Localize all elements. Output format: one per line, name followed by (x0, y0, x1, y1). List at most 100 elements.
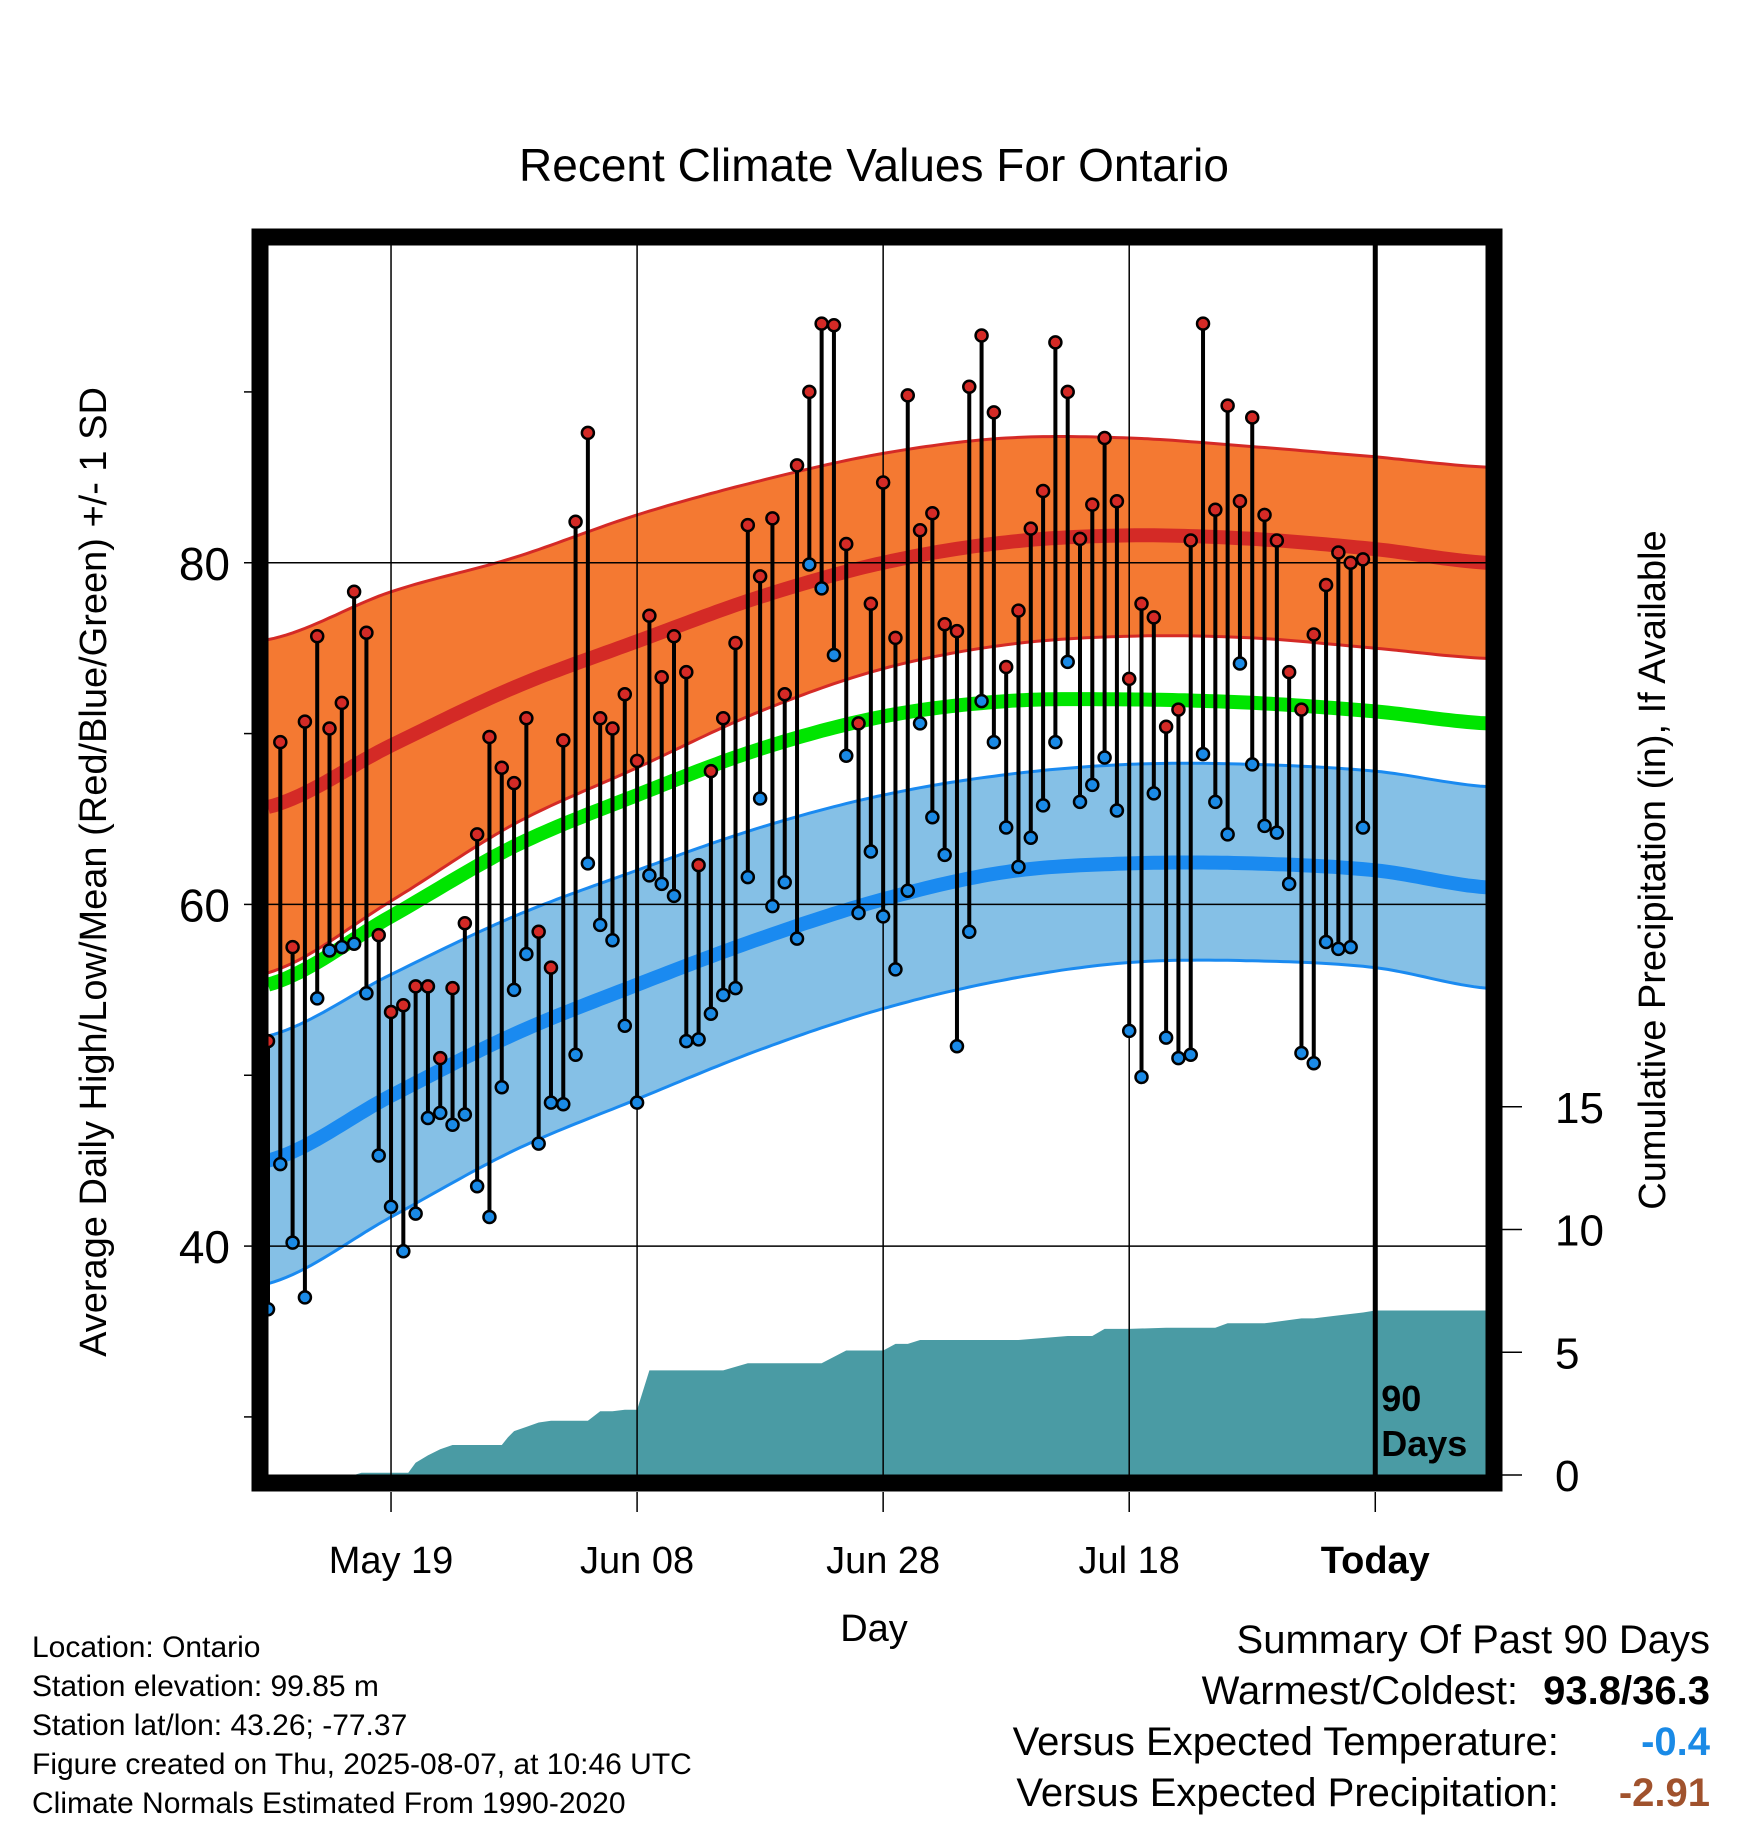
low-point (1244, 757, 1260, 772)
low-point (937, 847, 952, 863)
high-point (309, 628, 325, 644)
low-point (531, 1136, 546, 1151)
low-point (494, 1079, 510, 1095)
high-point (531, 924, 546, 939)
low-point (1011, 859, 1026, 875)
low-point (1035, 798, 1051, 813)
low-point (986, 734, 1002, 750)
high-point (1306, 627, 1322, 642)
low-point (1158, 1030, 1174, 1045)
high-point (1146, 610, 1162, 625)
high-point (1220, 398, 1235, 413)
warm-cold-row: Warmest/Coldest: 93.8/36.3 (1013, 1666, 1710, 1717)
high-point (1281, 664, 1297, 680)
station-info: Location: Ontario Station elevation: 99.… (32, 1628, 692, 1823)
low-point (826, 647, 842, 663)
high-point (1072, 531, 1088, 547)
high-point (1343, 555, 1358, 570)
low-point (925, 810, 940, 825)
low-point (469, 1179, 485, 1194)
location-text: Location: Ontario (32, 1631, 261, 1664)
low-point (396, 1243, 411, 1259)
low-point (1195, 746, 1211, 762)
high-point (1269, 533, 1285, 548)
high-point (875, 475, 891, 490)
high-point (1085, 497, 1100, 512)
low-point (912, 716, 928, 731)
low-point (875, 909, 891, 924)
x-tick-label: Jun 28 (826, 1540, 940, 1582)
high-point (962, 379, 977, 395)
high-point (888, 630, 903, 646)
high-point (1035, 483, 1051, 499)
low-point (789, 931, 805, 946)
high-point (1109, 494, 1125, 509)
low-sd-band (268, 763, 1486, 1284)
high-point (519, 710, 534, 726)
x-tick-label: Jun 08 (580, 1540, 694, 1582)
high-point (728, 635, 743, 651)
high-point (1318, 577, 1334, 593)
high-point (986, 405, 1002, 420)
y2-tick-label: 5 (1555, 1329, 1579, 1378)
summary-panel: Summary Of Past 90 Days Warmest/Coldest:… (1013, 1615, 1710, 1819)
high-lower-edge (267, 634, 1487, 975)
normals-text: Climate Normals Estimated From 1990-2020 (32, 1787, 626, 1820)
low-point (1269, 825, 1285, 840)
high-point (273, 734, 288, 750)
high-point (814, 316, 829, 331)
low-point (814, 581, 829, 596)
high-point (359, 625, 374, 641)
low-point (580, 856, 596, 871)
low-point (974, 693, 989, 709)
temp-value: -0.4 (1641, 1720, 1710, 1764)
high-point (556, 733, 571, 748)
high-point (371, 927, 386, 943)
low-point (863, 844, 879, 859)
x-tick-label: Today (1321, 1540, 1430, 1582)
low-point (371, 1148, 386, 1163)
high-point (998, 659, 1014, 675)
high-point (346, 584, 362, 600)
precip-area (268, 1310, 1486, 1475)
precip-value: -2.91 (1618, 1771, 1710, 1815)
high-point (396, 997, 411, 1013)
low-point (457, 1107, 473, 1122)
x-tick-label: Jul 18 (1079, 1540, 1180, 1582)
temp-row: Versus Expected Temperature: -0.4 (1013, 1717, 1710, 1768)
high-point (1097, 430, 1112, 446)
low-point (1146, 786, 1162, 801)
created-text: Figure created on Thu, 2025-08-07, at 10… (32, 1748, 692, 1781)
low-point (1109, 803, 1125, 818)
low-point (1208, 794, 1223, 810)
high-point (912, 523, 928, 538)
precip-label: Versus Expected Precipitation: (1016, 1771, 1559, 1815)
y-tick-label: 80 (179, 538, 230, 590)
low-point (1183, 1047, 1198, 1062)
y2-tick-label: 0 (1555, 1452, 1579, 1501)
latlon-text: Station lat/lon: 43.26; -77.37 (32, 1709, 408, 1742)
y-tick-label: 40 (179, 1221, 230, 1273)
low-point (1294, 1045, 1309, 1061)
high-sd-band (268, 436, 1486, 973)
low-point (568, 1047, 583, 1062)
high-point (420, 979, 436, 994)
today-days-number: 90 (1381, 1378, 1421, 1419)
high-point (949, 623, 965, 639)
low-point (1355, 820, 1371, 835)
low-point (445, 1117, 460, 1133)
low-point (949, 1038, 965, 1054)
high-point (285, 939, 300, 955)
low-point (322, 943, 337, 958)
low-point (777, 874, 792, 890)
mean-line (265, 692, 1487, 992)
high-point (642, 608, 657, 623)
high-point (1171, 702, 1186, 717)
axes: 40 60 80 0 5 10 15 May 19 Jun 08 Jun 28 Jul 18 Toda… (179, 391, 1604, 1582)
low-point (851, 905, 866, 921)
high-point (334, 695, 350, 711)
low-point (482, 1209, 497, 1225)
high-point (777, 687, 792, 702)
